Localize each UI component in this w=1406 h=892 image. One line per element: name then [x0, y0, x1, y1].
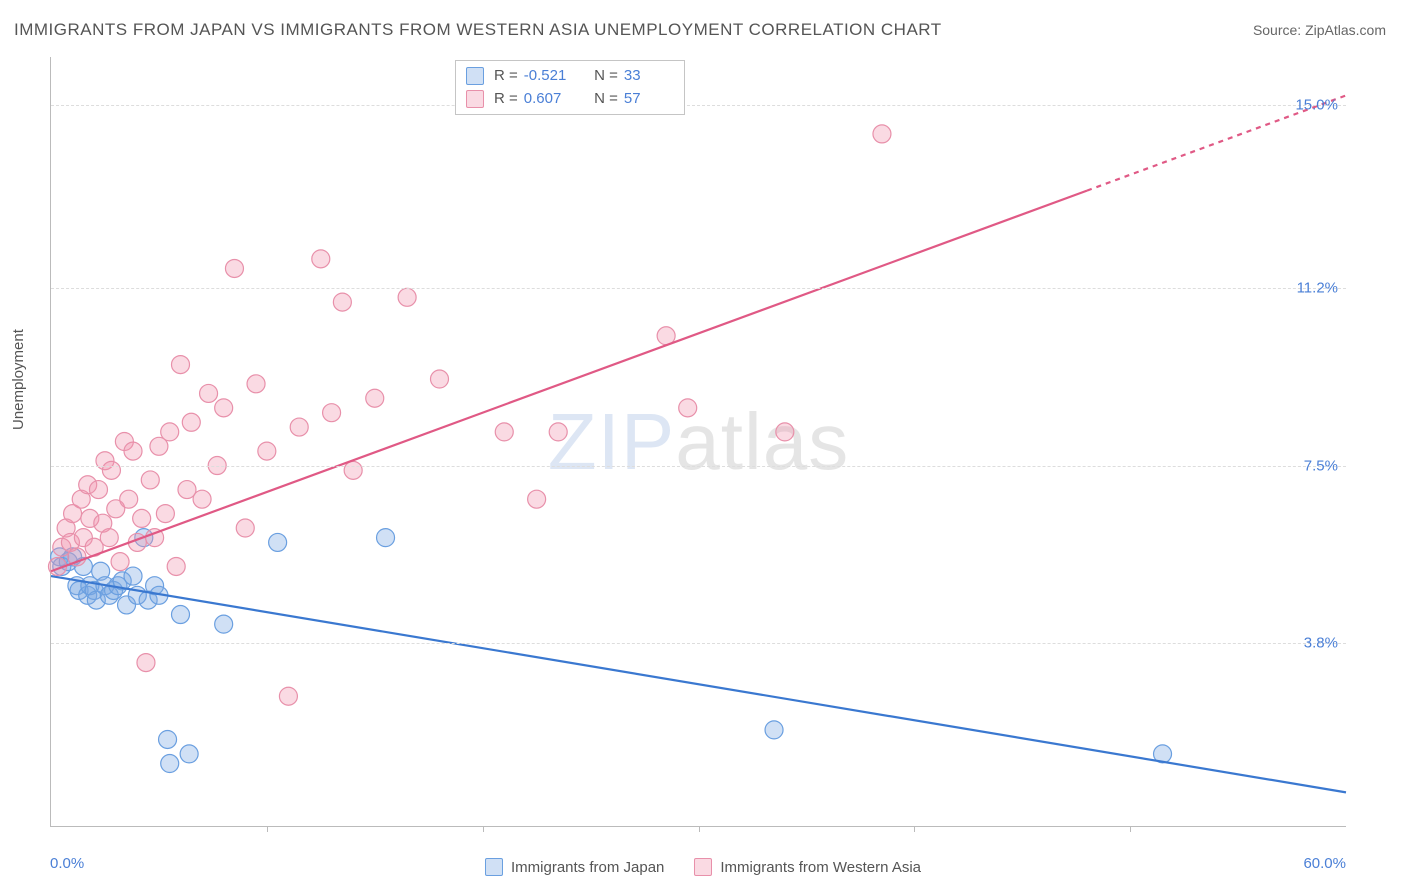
plot-svg	[51, 57, 1346, 826]
scatter-point	[679, 399, 697, 417]
plot-area: ZIPatlas 3.8%7.5%11.2%15.0%	[50, 57, 1346, 827]
scatter-point	[398, 288, 416, 306]
chart-title: IMMIGRANTS FROM JAPAN VS IMMIGRANTS FROM…	[14, 20, 942, 40]
scatter-point	[344, 461, 362, 479]
y-tick-label: 7.5%	[1304, 457, 1338, 474]
trend-line	[51, 191, 1087, 572]
stats-row: R = 0.607 N = 57	[466, 88, 674, 111]
scatter-point	[124, 567, 142, 585]
scatter-point	[765, 721, 783, 739]
scatter-point	[528, 490, 546, 508]
scatter-point	[377, 529, 395, 547]
scatter-point	[215, 399, 233, 417]
stats-n-value: 57	[624, 88, 674, 111]
scatter-point	[100, 529, 118, 547]
stats-swatch	[466, 67, 484, 85]
y-tick-label: 15.0%	[1295, 97, 1338, 114]
x-tick-min: 0.0%	[50, 855, 84, 872]
x-tick-mark	[267, 826, 268, 832]
scatter-point	[225, 259, 243, 277]
scatter-point	[290, 418, 308, 436]
legend-item: Immigrants from Western Asia	[694, 858, 921, 876]
stats-swatch	[466, 90, 484, 108]
scatter-point	[247, 375, 265, 393]
stats-row: R = -0.521 N = 33	[466, 65, 674, 88]
scatter-point	[172, 606, 190, 624]
scatter-point	[102, 461, 120, 479]
gridline	[51, 643, 1346, 644]
scatter-point	[161, 423, 179, 441]
source-label: Source:	[1253, 22, 1305, 38]
scatter-point	[776, 423, 794, 441]
y-tick-label: 3.8%	[1304, 635, 1338, 652]
scatter-point	[172, 356, 190, 374]
legend-swatch	[485, 858, 503, 876]
stats-n-value: 33	[624, 65, 674, 88]
scatter-point	[258, 442, 276, 460]
stats-n-label: N =	[594, 88, 618, 111]
stats-r-label: R =	[494, 65, 518, 88]
source-attribution: Source: ZipAtlas.com	[1253, 22, 1386, 38]
scatter-point	[549, 423, 567, 441]
scatter-point	[323, 404, 341, 422]
scatter-point	[124, 442, 142, 460]
legend-label: Immigrants from Western Asia	[720, 859, 921, 876]
scatter-point	[156, 505, 174, 523]
scatter-point	[159, 730, 177, 748]
x-tick-mark	[483, 826, 484, 832]
scatter-point	[161, 755, 179, 773]
scatter-point	[167, 557, 185, 575]
trend-line	[51, 576, 1346, 792]
scatter-point	[180, 745, 198, 763]
stats-r-value: -0.521	[524, 65, 574, 88]
scatter-point	[279, 687, 297, 705]
scatter-point	[182, 413, 200, 431]
legend-label: Immigrants from Japan	[511, 859, 664, 876]
legend-bottom: Immigrants from Japan Immigrants from Wes…	[485, 858, 921, 876]
scatter-point	[133, 509, 151, 527]
stats-r-label: R =	[494, 88, 518, 111]
scatter-point	[120, 490, 138, 508]
stats-n-label: N =	[594, 65, 618, 88]
scatter-point	[873, 125, 891, 143]
gridline	[51, 466, 1346, 467]
scatter-point	[333, 293, 351, 311]
source-value: ZipAtlas.com	[1305, 22, 1386, 38]
scatter-point	[137, 654, 155, 672]
gridline	[51, 288, 1346, 289]
scatter-point	[111, 553, 129, 571]
scatter-point	[200, 384, 218, 402]
x-tick-max: 60.0%	[1303, 855, 1346, 872]
y-tick-label: 11.2%	[1297, 279, 1338, 296]
scatter-point	[312, 250, 330, 268]
stats-r-value: 0.607	[524, 88, 574, 111]
y-axis-label: Unemployment	[10, 329, 27, 430]
scatter-point	[366, 389, 384, 407]
scatter-point	[495, 423, 513, 441]
scatter-point	[141, 471, 159, 489]
scatter-point	[193, 490, 211, 508]
x-tick-mark	[699, 826, 700, 832]
legend-item: Immigrants from Japan	[485, 858, 664, 876]
x-tick-mark	[914, 826, 915, 832]
stats-box: R = -0.521 N = 33 R = 0.607 N = 57	[455, 60, 685, 115]
scatter-point	[269, 533, 287, 551]
scatter-point	[236, 519, 254, 537]
legend-swatch	[694, 858, 712, 876]
scatter-point	[215, 615, 233, 633]
x-tick-mark	[1130, 826, 1131, 832]
gridline	[51, 105, 1346, 106]
scatter-point	[89, 481, 107, 499]
scatter-point	[431, 370, 449, 388]
